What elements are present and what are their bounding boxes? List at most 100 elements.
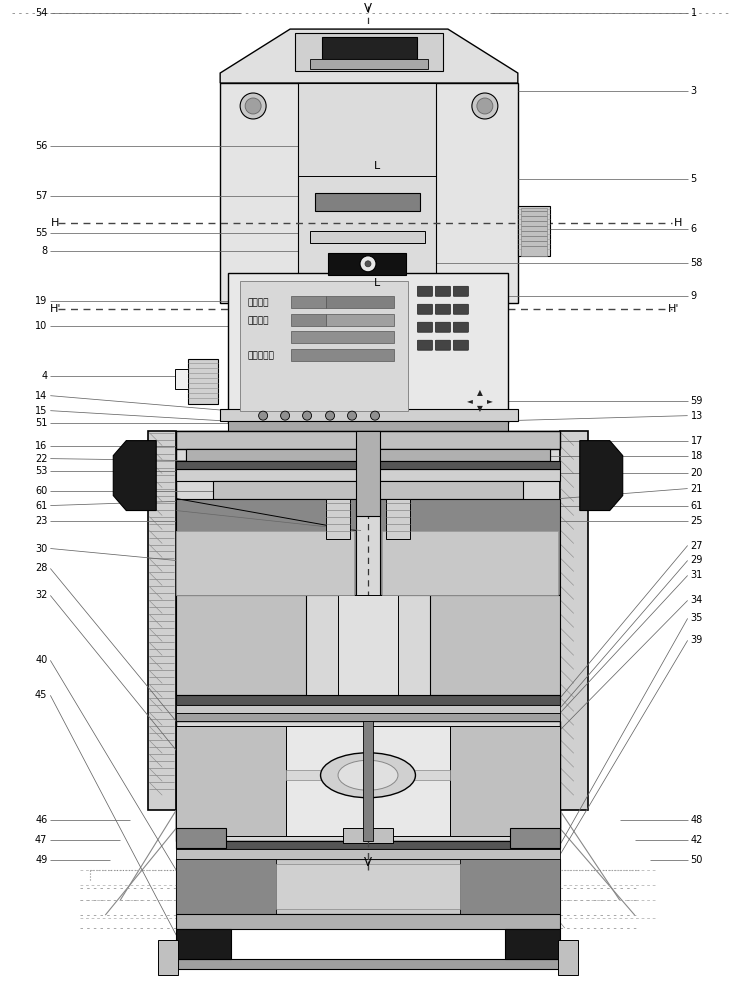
Bar [176,461,560,469]
Text: 35: 35 [691,613,703,623]
FancyBboxPatch shape [436,322,450,332]
Polygon shape [220,29,518,83]
Bar [382,531,558,595]
Text: 3: 3 [691,86,696,96]
Bar [338,595,398,695]
Text: 61: 61 [691,501,703,511]
Bar [176,841,560,849]
Bar [176,859,560,914]
Text: 27: 27 [691,541,703,551]
Text: 25: 25 [691,516,703,526]
Text: 方位角值：: 方位角值： [247,351,274,360]
Ellipse shape [338,760,398,790]
Text: ►: ► [487,396,493,405]
Bar [176,726,286,836]
Bar [176,705,560,713]
Text: 5: 5 [691,174,697,184]
FancyBboxPatch shape [436,286,450,296]
Text: 48: 48 [691,815,703,825]
FancyBboxPatch shape [417,304,433,314]
Text: 47: 47 [35,835,47,845]
Text: 29: 29 [691,555,703,565]
FancyBboxPatch shape [453,304,469,314]
Circle shape [245,98,261,114]
Text: 18: 18 [691,451,703,461]
Text: 30: 30 [35,544,47,554]
Bar [521,208,547,256]
Text: 56: 56 [35,141,47,151]
Text: 17: 17 [691,436,703,446]
Bar [291,331,394,343]
Text: 9: 9 [691,291,696,301]
FancyBboxPatch shape [436,340,450,350]
Bar [326,499,350,539]
Circle shape [326,411,335,420]
Text: 1: 1 [691,8,696,18]
Circle shape [259,411,268,420]
Text: 42: 42 [691,835,703,845]
Bar [326,296,394,308]
Bar [310,59,428,69]
Text: ▼: ▼ [477,404,483,413]
Text: 16: 16 [35,441,47,451]
Bar [176,914,560,929]
Text: 6: 6 [691,224,696,234]
Bar [510,828,560,848]
Circle shape [477,98,493,114]
Bar [220,409,518,421]
Bar [386,499,410,539]
Bar [286,770,450,780]
Bar [176,431,560,449]
Bar [363,721,373,841]
Bar [356,431,380,516]
Bar [558,940,578,975]
Bar [228,419,508,431]
FancyBboxPatch shape [417,322,433,332]
Bar [176,595,306,695]
Bar [158,940,178,975]
Text: V: V [364,856,372,869]
Bar [176,828,226,848]
Bar [310,231,425,243]
Bar [298,83,436,303]
Text: 45: 45 [35,690,47,700]
Text: 21: 21 [691,484,703,494]
Circle shape [371,411,380,420]
Bar [176,859,276,914]
Text: V: V [364,2,372,15]
Bar [176,431,560,810]
Bar [505,929,560,959]
Text: 寻北值：: 寻北值： [247,298,268,307]
Bar [213,481,523,499]
Bar [240,281,408,411]
Text: ◄: ◄ [467,396,473,405]
Bar [328,253,406,275]
Text: 28: 28 [35,563,47,573]
Bar [176,721,560,841]
Text: 57: 57 [35,191,47,201]
Text: 59: 59 [691,396,703,406]
Text: H': H' [668,304,680,314]
Text: 13: 13 [691,411,703,421]
Bar [176,713,560,721]
Bar [220,83,518,303]
Text: 19: 19 [35,296,47,306]
Text: 34: 34 [691,595,703,605]
Text: H: H [51,218,60,228]
Polygon shape [113,441,156,511]
Polygon shape [380,499,560,595]
Bar [148,431,176,810]
Bar [518,206,550,256]
Bar [188,359,218,404]
Text: 39: 39 [691,635,703,645]
Circle shape [360,256,376,272]
Text: 8: 8 [41,246,47,256]
Ellipse shape [321,753,416,798]
Bar [176,849,560,859]
Bar [460,859,560,914]
Circle shape [281,411,290,420]
FancyBboxPatch shape [436,304,450,314]
Bar [176,929,231,959]
Text: 14: 14 [35,391,47,401]
Text: 20: 20 [691,468,703,478]
